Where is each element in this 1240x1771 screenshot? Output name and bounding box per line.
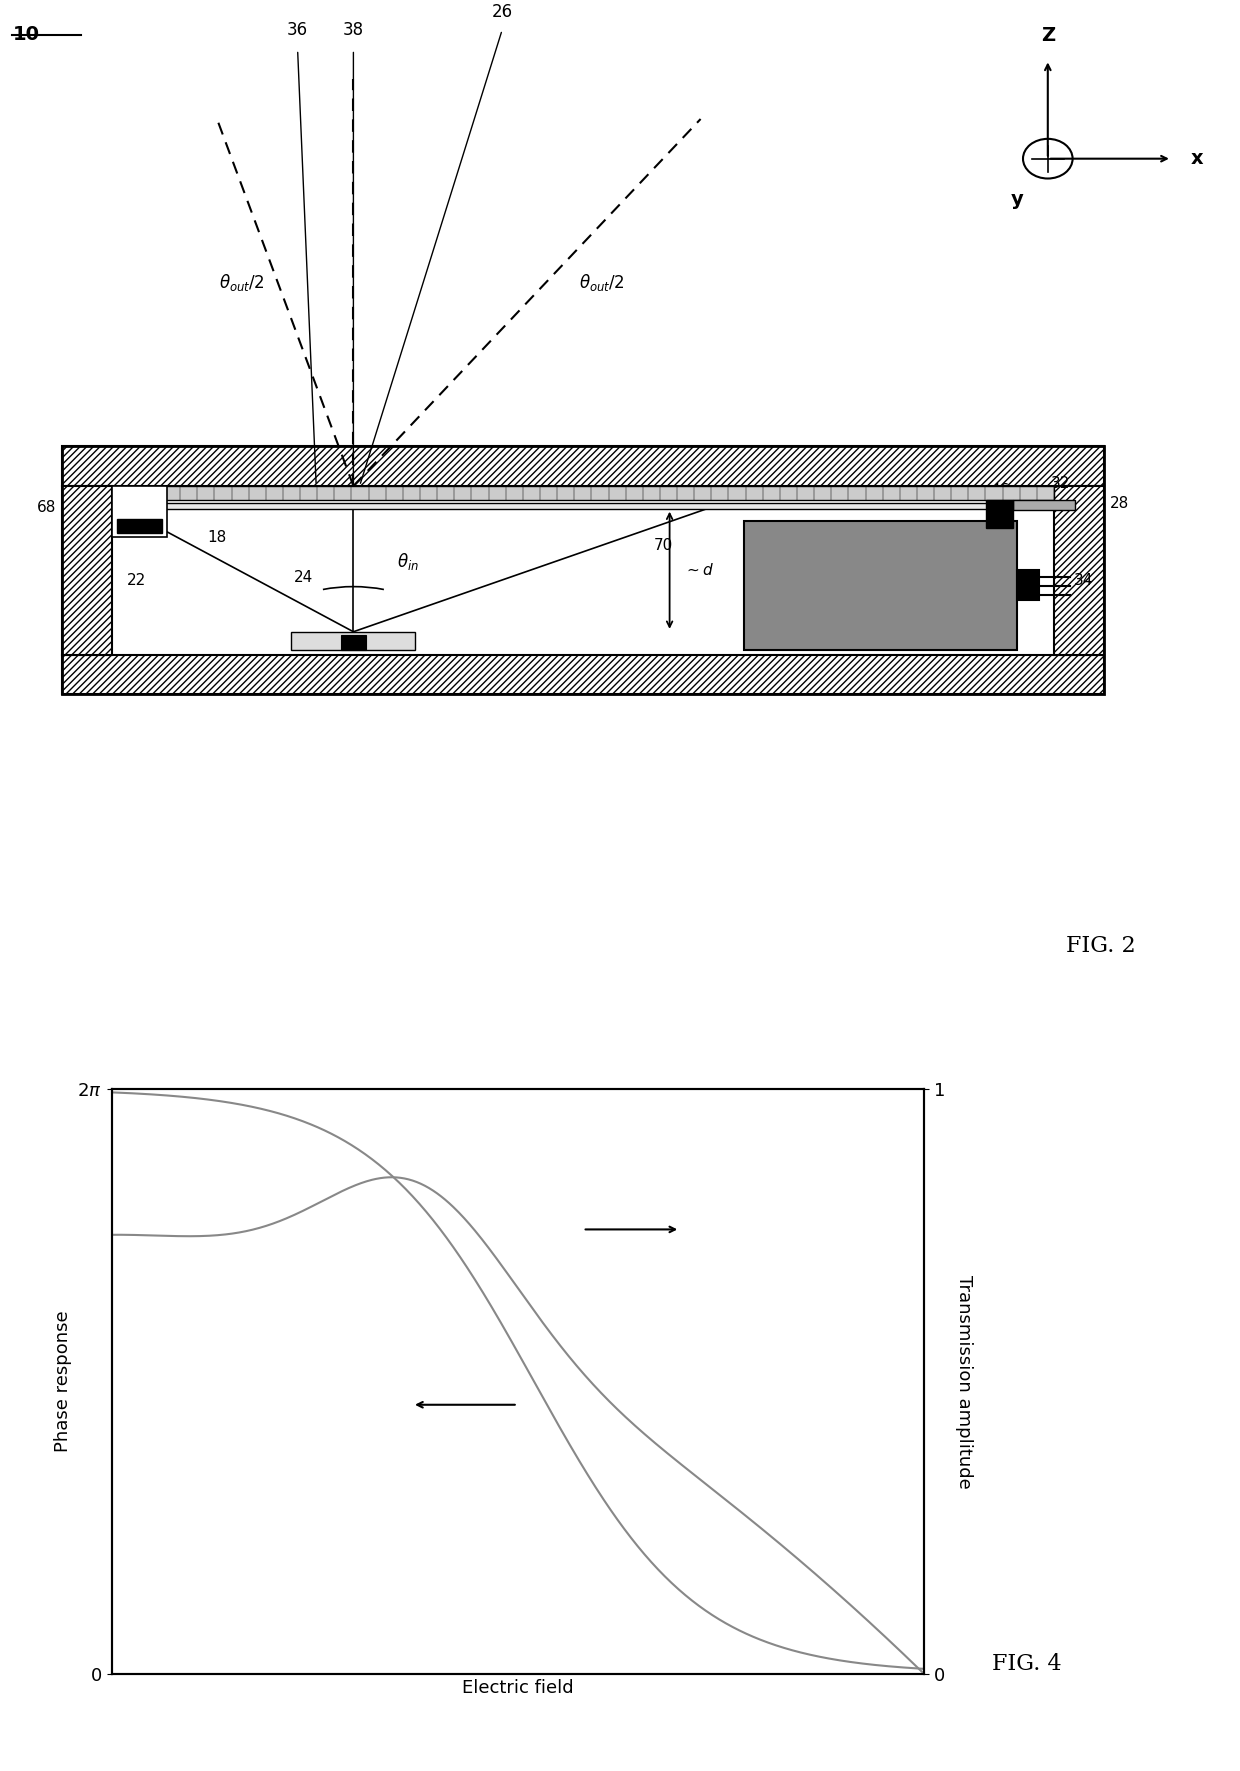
Text: FIG. 2: FIG. 2 bbox=[1066, 935, 1136, 956]
Text: 70: 70 bbox=[653, 538, 673, 553]
Text: $\sim d$: $\sim d$ bbox=[684, 561, 715, 579]
Bar bbox=[291, 632, 415, 650]
Bar bbox=[62, 446, 1104, 485]
Text: 34: 34 bbox=[1074, 574, 1094, 588]
Text: y: y bbox=[1011, 191, 1023, 209]
Text: $\theta_{out}/2$: $\theta_{out}/2$ bbox=[579, 271, 624, 292]
Text: 38: 38 bbox=[342, 21, 365, 39]
Y-axis label: Phase response: Phase response bbox=[53, 1311, 72, 1452]
Bar bbox=[117, 519, 162, 533]
Bar bbox=[744, 521, 1017, 650]
Bar bbox=[112, 503, 1054, 508]
Bar bbox=[1013, 499, 1075, 510]
Text: 28: 28 bbox=[1110, 496, 1130, 512]
Text: 40,42: 40,42 bbox=[118, 491, 161, 505]
Text: Z: Z bbox=[1040, 25, 1055, 44]
Y-axis label: Transmission amplitude: Transmission amplitude bbox=[955, 1275, 972, 1488]
Bar bbox=[1017, 570, 1039, 600]
Bar bbox=[341, 636, 366, 650]
Text: 22: 22 bbox=[126, 574, 146, 588]
Text: 46: 46 bbox=[990, 483, 1009, 498]
Text: 18: 18 bbox=[207, 531, 227, 545]
Text: 32: 32 bbox=[1050, 476, 1070, 491]
Text: 10: 10 bbox=[12, 25, 40, 44]
Text: 68: 68 bbox=[36, 499, 56, 515]
Text: 26: 26 bbox=[491, 4, 513, 21]
Bar bbox=[112, 485, 1054, 499]
Bar bbox=[112, 485, 167, 537]
Bar bbox=[62, 485, 112, 655]
Text: 30: 30 bbox=[784, 618, 804, 632]
Text: $\theta_{in}$: $\theta_{in}$ bbox=[397, 551, 419, 572]
Text: 36: 36 bbox=[286, 21, 309, 39]
Text: x: x bbox=[1190, 149, 1203, 168]
X-axis label: Electric field: Electric field bbox=[461, 1679, 574, 1697]
Bar bbox=[1054, 485, 1104, 655]
Text: FIG. 4: FIG. 4 bbox=[992, 1652, 1061, 1675]
Bar bbox=[62, 655, 1104, 694]
Bar bbox=[986, 499, 1013, 528]
Bar bbox=[112, 485, 1054, 655]
Text: 24: 24 bbox=[294, 570, 314, 584]
Text: $\theta_{out}/2$: $\theta_{out}/2$ bbox=[219, 271, 264, 292]
Bar bbox=[62, 446, 1104, 694]
